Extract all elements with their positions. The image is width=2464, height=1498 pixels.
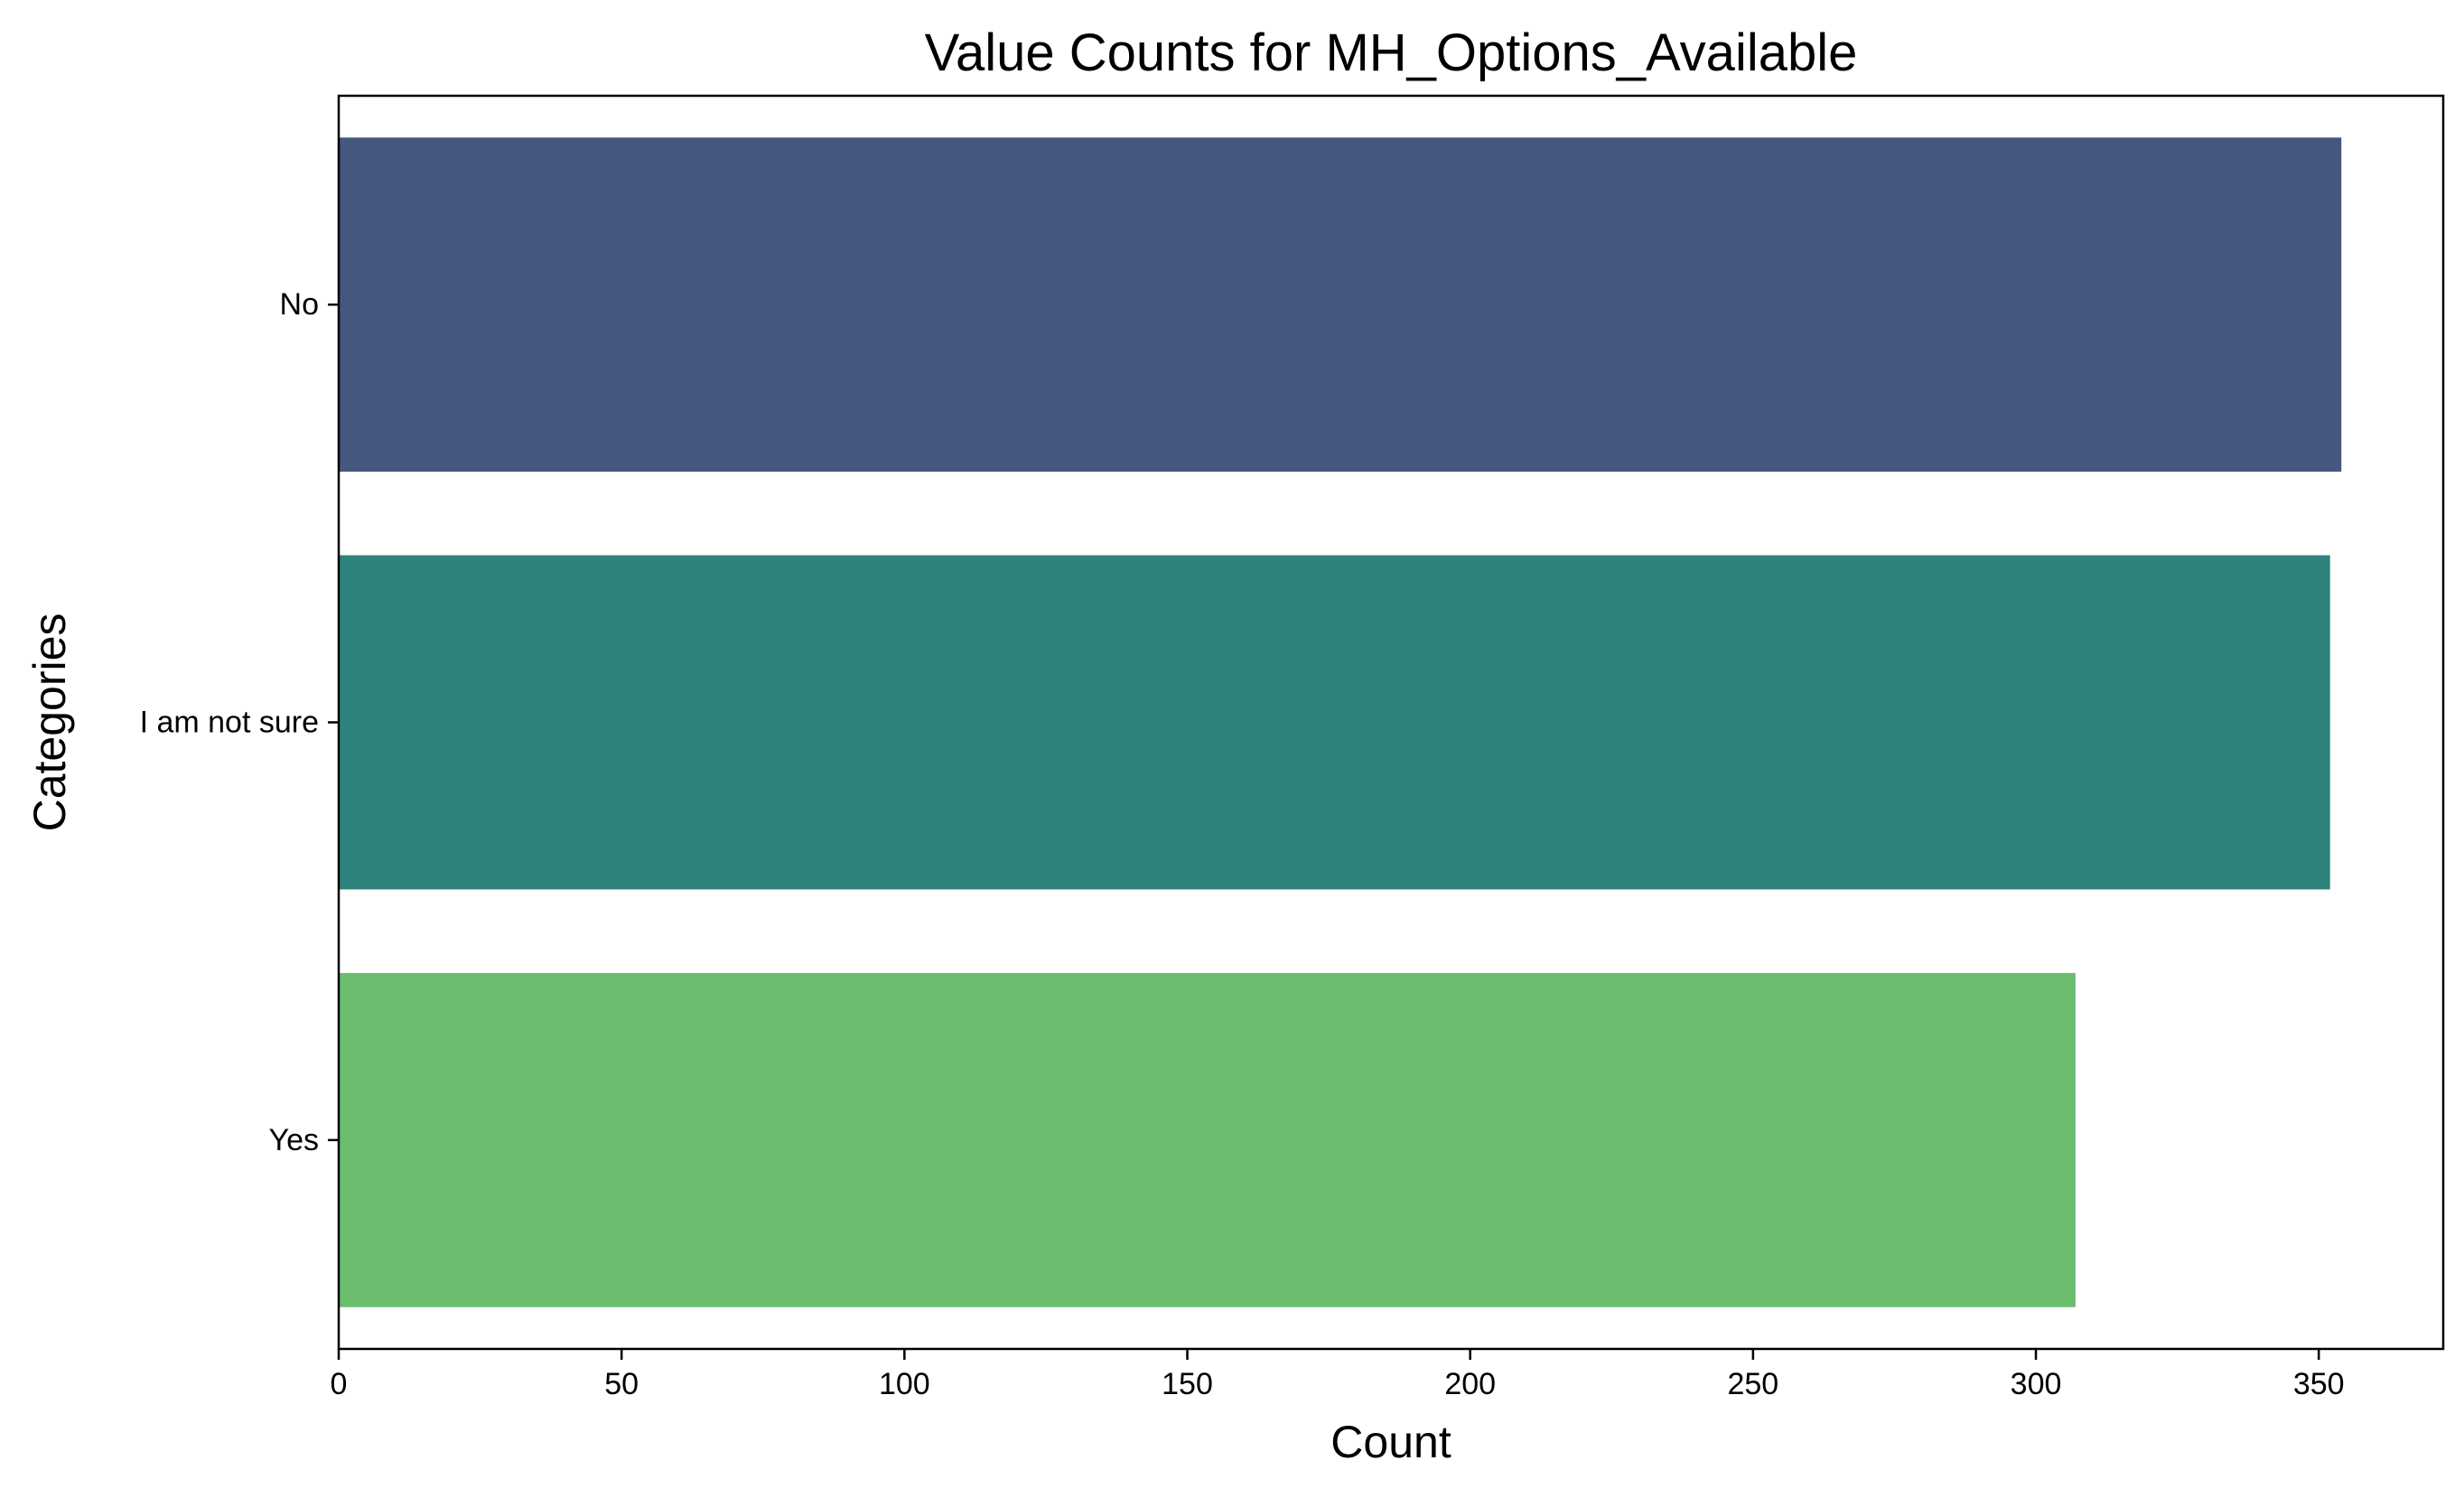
x-axis-label: Count	[1330, 1417, 1451, 1467]
x-tick-label: 150	[1162, 1367, 1213, 1401]
x-tick-label: 200	[1444, 1367, 1496, 1401]
y-axis-ticks: No I am not sure Yes	[140, 287, 339, 1157]
y-tick-label: No	[280, 287, 319, 322]
x-tick-label: 0	[331, 1367, 348, 1401]
x-tick-label: 50	[604, 1367, 639, 1401]
x-tick-label: 250	[1727, 1367, 1778, 1401]
bar-i-am-not-sure	[339, 555, 2330, 890]
x-tick-label: 100	[879, 1367, 930, 1401]
bars-layer	[339, 137, 2342, 1307]
y-tick-label: Yes	[269, 1123, 319, 1157]
plot-frame	[337, 94, 2445, 1351]
x-tick-label: 300	[2011, 1367, 2062, 1401]
y-axis-label: Categories	[24, 613, 75, 832]
bar-yes	[339, 972, 2076, 1307]
x-tick-label: 350	[2293, 1367, 2345, 1401]
y-tick-label: I am not sure	[140, 706, 319, 740]
x-axis-ticks: 0 50 100 150 200 250 300 350	[331, 1349, 2345, 1401]
bar-no	[339, 137, 2342, 473]
chart-title: Value Counts for MH_Options_Available	[925, 23, 1858, 82]
